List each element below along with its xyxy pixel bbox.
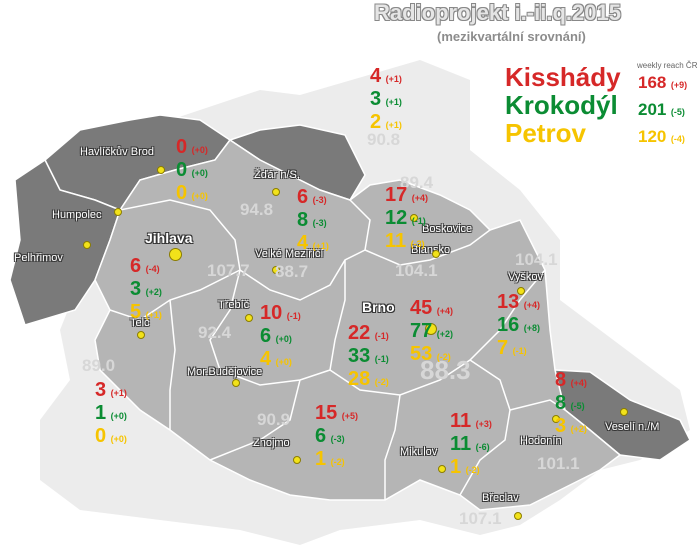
city-marker [293, 456, 301, 464]
frequency-label: 107.1 [459, 509, 502, 528]
frequency-label: 104.1 [395, 261, 438, 280]
frequency-label: 94.8 [240, 200, 274, 219]
region-stats-brno: 45 (+4) 77 (+2) 53 (-2) [410, 297, 453, 365]
legend-reach-krokodyl: 201 (-5) [638, 100, 685, 119]
region-stats-znojmo: 15 (+5) 6 (-3) 1 (-2) [315, 402, 358, 470]
city-label: Hodonín [520, 435, 562, 447]
frequency-label: 90.9 [257, 410, 291, 429]
frequency-label: 104.1 [515, 250, 558, 269]
region-stats-mikulov: 11 (+3) 11 (-6) 1 (-2) [450, 410, 492, 478]
city-label: Velké Meziříčí [255, 248, 324, 260]
region-stats-zdar-north: 4 (+1) 3 (+1) 2 (+1) [370, 65, 402, 133]
city-marker [432, 250, 440, 258]
frequency-label: 107.7 [207, 261, 250, 280]
city-marker [157, 166, 165, 174]
region-stats-zdar: 6 (-3) 8 (-3) 4 (+1) [297, 186, 329, 254]
city-label: Znojmo [253, 437, 290, 449]
region-stats-jihlava: 6 (-4) 3 (+2) 5 (+1) [130, 255, 162, 323]
city-label: Humpolec [52, 209, 102, 221]
legend-station-kisshady: Kisshády [505, 62, 621, 92]
frequency-label: 90.8 [367, 130, 401, 149]
city-label: Mikulov [400, 446, 438, 458]
frequency-label: 88.7 [275, 262, 309, 281]
city-marker [425, 323, 437, 335]
city-label: Pelhřimov [14, 252, 63, 264]
region-vysocina-jmk [94, 138, 622, 511]
region-stats-trebic: 10 (-1) 6 (+0) 4 (+0) [260, 302, 301, 370]
map-subtitle: (mezikvartální srovnání) [437, 29, 586, 44]
region-stats-brno-venkov: 22 (-1) 33 (-1) 28 (-2) [348, 322, 389, 390]
city-marker [517, 287, 525, 295]
city-marker [114, 208, 122, 216]
city-label: Jihlava [145, 230, 193, 246]
legend-reach-kisshady: 168 (+9) [638, 73, 688, 92]
frequency-label: 92.4 [198, 323, 232, 342]
city-label: Veselí n./M [605, 421, 660, 433]
city-label: Vyškov [508, 271, 544, 283]
legend-note: weekly reach ČR [637, 61, 698, 70]
city-marker [272, 266, 280, 274]
frequency-label: 89.4 [400, 173, 434, 192]
city-marker [245, 314, 253, 322]
frequency-label: 101.1 [537, 454, 580, 473]
frequency-label: 89.0 [82, 356, 116, 375]
city-marker [438, 465, 446, 473]
city-label: Boskovice [422, 223, 473, 235]
city-label: Havlíčkův Brod [80, 146, 154, 158]
city-marker [272, 188, 280, 196]
city-marker [620, 408, 628, 416]
city-marker [410, 214, 418, 222]
legend-reach-petrov: 120 (-4) [638, 127, 685, 146]
region-stats-boskovice: 17 (+4) 12 (-1) 11 (-3) [385, 184, 428, 252]
city-marker [232, 379, 240, 387]
city-label: Třebíč [218, 299, 250, 311]
city-label: Brno [362, 299, 395, 315]
legend-station-petrov: Petrov [505, 118, 586, 148]
city-marker [552, 415, 560, 423]
city-marker [169, 248, 182, 261]
city-label: Telč [130, 317, 150, 329]
city-marker [83, 241, 91, 249]
city-marker [137, 331, 145, 339]
city-label: Blansko [411, 244, 451, 256]
map-title: Radioprojekt i.-ii.q.2015 [374, 0, 621, 25]
city-label: Mor.Budějovice [187, 366, 263, 378]
frequency-label: 88.3 [420, 355, 471, 385]
city-label: Břeclav [482, 492, 519, 504]
city-marker [514, 512, 522, 520]
region-stats-vyskov: 13 (+4) 16 (+8) 7 (-1) [497, 291, 540, 359]
district-boundaries [109, 199, 566, 500]
region-stats-hodonin: 8 (+4) 8 (-5) 3 (+2) [555, 369, 587, 437]
city-label: Žďár n/S. [254, 169, 300, 181]
region-stats-havlickuv-brod: 0 (+0) 0 (+0) 0 (+0) [176, 136, 208, 204]
region-stats-dacice: 3 (+1) 1 (+0) 0 (+0) [95, 379, 127, 447]
legend-station-krokodyl: Krokodýl [505, 90, 618, 120]
